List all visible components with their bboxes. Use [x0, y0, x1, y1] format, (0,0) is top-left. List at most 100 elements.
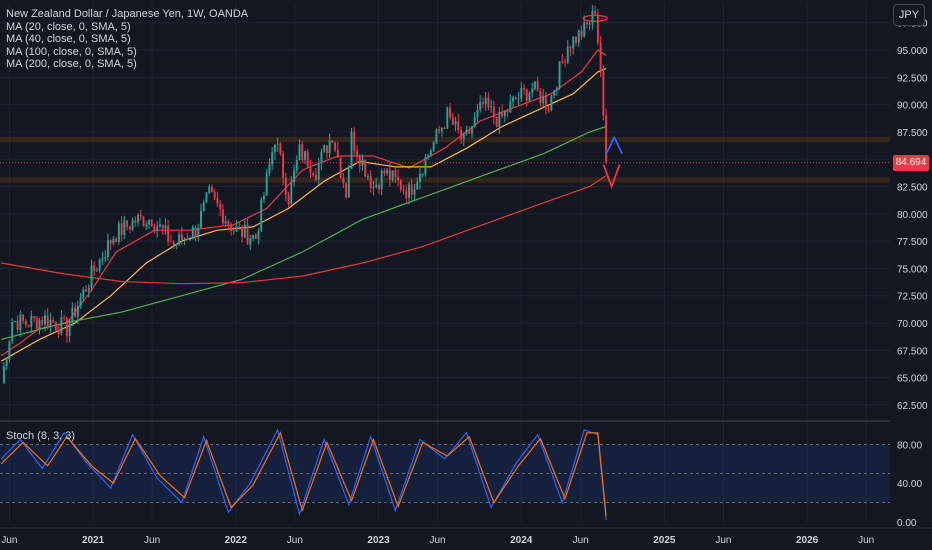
price-tick-label: 75.000	[897, 264, 928, 275]
candle-body	[443, 128, 446, 130]
candle-body	[262, 195, 265, 200]
candle	[572, 36, 575, 55]
ma-200-legend[interactable]: MA (200, close, 0, SMA, 5)	[6, 58, 137, 71]
candle	[139, 209, 142, 221]
candle-body	[555, 88, 558, 92]
candle	[178, 231, 181, 247]
candle	[298, 139, 301, 161]
candle	[290, 175, 293, 206]
candle-body	[375, 184, 378, 187]
candle-body	[252, 235, 254, 239]
candle-body	[57, 329, 60, 334]
candle-body	[476, 109, 479, 118]
candle	[323, 144, 326, 153]
candle	[449, 103, 452, 120]
candle	[167, 219, 170, 246]
candle	[561, 54, 564, 65]
candle-body	[117, 223, 120, 243]
candle	[175, 243, 178, 250]
candle	[227, 219, 230, 231]
peak-ellipse	[582, 14, 608, 22]
candle-body	[334, 142, 337, 151]
candle-body	[271, 152, 274, 165]
price-tick-label: 62.500	[897, 401, 928, 412]
candle	[594, 5, 597, 16]
time-tick-label: 2024	[510, 535, 533, 546]
candle-body	[158, 224, 161, 227]
candle-body	[205, 193, 208, 203]
price-tick-label: 77.500	[897, 237, 928, 248]
stoch-legend[interactable]: Stoch (8, 3, 3)	[6, 430, 76, 442]
candle	[238, 222, 241, 230]
ma-100-legend[interactable]: MA (100, close, 0, SMA, 5)	[6, 45, 137, 58]
candle	[325, 145, 328, 159]
candle	[364, 159, 367, 178]
time-tick-label: 2021	[82, 535, 105, 546]
price-tick-label: 92.500	[897, 73, 928, 84]
candle-body	[544, 95, 547, 109]
currency-button[interactable]: JPY	[893, 4, 925, 26]
candle-body	[63, 317, 66, 319]
candle	[547, 105, 550, 113]
ma-40-legend[interactable]: MA (40, close, 0, SMA, 5)	[6, 33, 131, 46]
candle-body	[178, 234, 181, 244]
symbol-title[interactable]: New Zealand Dollar / Japanese Yen, 1W, O…	[6, 8, 249, 20]
candle-body	[44, 315, 46, 325]
candle-body	[331, 140, 334, 143]
candle-body	[487, 97, 490, 108]
candle-body	[408, 184, 410, 199]
ma-line-40	[0, 68, 607, 362]
candle	[580, 25, 583, 40]
candle-body	[465, 129, 468, 134]
candle-body	[564, 61, 567, 63]
candle	[408, 182, 410, 205]
candle-body	[468, 129, 471, 134]
candle	[405, 184, 408, 203]
candle-body	[533, 81, 536, 89]
candle-body	[402, 189, 405, 191]
candle-body	[503, 110, 506, 117]
candle-body	[580, 30, 583, 37]
ma-20-legend[interactable]: MA (20, close, 0, SMA, 5)	[6, 20, 131, 33]
candle	[82, 286, 85, 303]
candle-body	[449, 107, 452, 117]
candle	[123, 215, 126, 240]
candle-body	[419, 173, 421, 182]
candle	[465, 125, 468, 136]
candle-body	[380, 170, 383, 190]
time-axis[interactable]: Jun 2021 Jun 2022 Jun 2023 Jun 2024 Jun 2025 Jun 20…	[0, 527, 932, 546]
candle-body	[126, 220, 129, 227]
candle	[380, 168, 383, 196]
candle-body	[260, 199, 263, 232]
candle	[306, 149, 309, 168]
candle	[65, 316, 68, 343]
candle	[71, 302, 74, 326]
candle-body	[427, 154, 430, 158]
candle-body	[320, 151, 323, 164]
candle-body	[309, 167, 312, 174]
candle	[435, 128, 438, 145]
candle-body	[90, 265, 93, 288]
candle	[93, 261, 96, 276]
candle-body	[38, 319, 41, 329]
candle	[284, 172, 287, 202]
candle	[544, 91, 547, 115]
candle	[41, 316, 44, 327]
candle-body	[208, 186, 211, 194]
candle	[137, 213, 139, 227]
candle-body	[19, 314, 22, 330]
candle	[191, 224, 194, 240]
drawing-annotations[interactable]	[0, 14, 890, 190]
candle-body	[457, 121, 460, 131]
candle-body	[594, 10, 597, 15]
candle-body	[200, 210, 202, 228]
price-tick-label: 72.500	[897, 292, 928, 303]
candle-body	[5, 359, 8, 367]
candle-body	[148, 219, 150, 225]
candle	[293, 164, 296, 187]
stoch-tick-label: 80.00	[897, 440, 922, 451]
candle-body	[87, 287, 90, 292]
time-tick-label: Jun	[1, 535, 17, 546]
price-axis[interactable]: 62.500 65.000 67.500 70.000 72.500 75.000 77.5…	[890, 0, 932, 550]
